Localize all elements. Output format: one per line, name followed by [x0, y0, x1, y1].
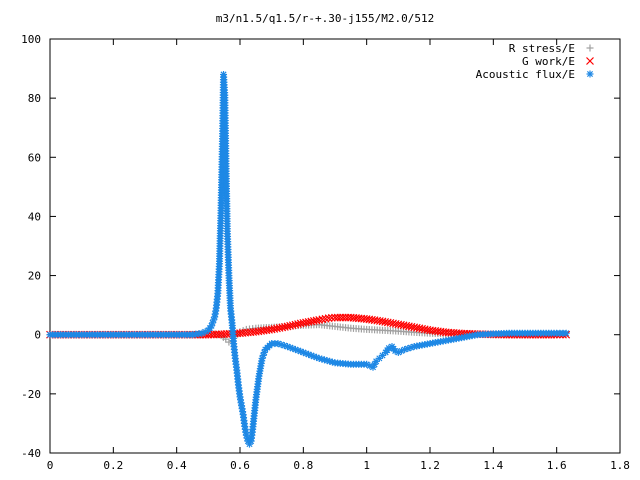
data-point: [225, 338, 233, 346]
y-tick-label: 20: [28, 270, 41, 283]
series-layer: [46, 70, 571, 448]
data-point: [299, 348, 307, 356]
data-point: [562, 329, 570, 337]
data-point: [236, 328, 244, 336]
data-point: [379, 351, 386, 359]
y-axis: -40 -20 0 20 40 60 80 100: [21, 33, 620, 460]
series-2: [46, 70, 570, 448]
legend-marker: [586, 57, 594, 65]
y-tick-label: 0: [34, 329, 41, 342]
x-tick-label: 0.4: [167, 459, 187, 472]
x-tick-label: 1.4: [483, 459, 503, 472]
data-point-fill: [321, 314, 330, 323]
x-tick-label: 1.8: [610, 459, 630, 472]
x-tick-label: 1.6: [547, 459, 567, 472]
data-point-fill: [323, 357, 331, 365]
legend-label: R stress/E: [509, 42, 575, 55]
data-point: [315, 316, 324, 324]
chart-title: m3/n1.5/q1.5/r-+.30-j155/M2.0/512: [216, 12, 435, 25]
x-tick-label: 0: [47, 459, 54, 472]
x-tick-label: 0.8: [293, 459, 313, 472]
y-tick-label: -20: [21, 388, 41, 401]
legend-label: G work/E: [522, 55, 575, 68]
y-tick-label: 100: [21, 33, 41, 46]
x-tick-label: 0.2: [103, 459, 123, 472]
legend-label: Acoustic flux/E: [476, 68, 575, 81]
y-tick-label: 60: [28, 151, 41, 164]
x-tick-label: 1: [363, 459, 370, 472]
legend-marker: [586, 44, 594, 52]
x-tick-label: 0.6: [230, 459, 250, 472]
legend-marker: [586, 70, 594, 78]
y-tick-label: -40: [21, 447, 41, 460]
y-tick-label: 40: [28, 210, 41, 223]
y-tick-label: 80: [28, 92, 41, 105]
data-point: [324, 314, 333, 323]
x-axis: 0 0.2 0.4 0.6 0.8 1 1.2 1.4 1.6 1.8: [47, 39, 630, 472]
plot-axes: [49, 38, 621, 454]
x-tick-label: 1.2: [420, 459, 440, 472]
data-point-fill: [318, 315, 327, 324]
plot-frame: [49, 38, 621, 454]
data-point: [246, 440, 253, 448]
